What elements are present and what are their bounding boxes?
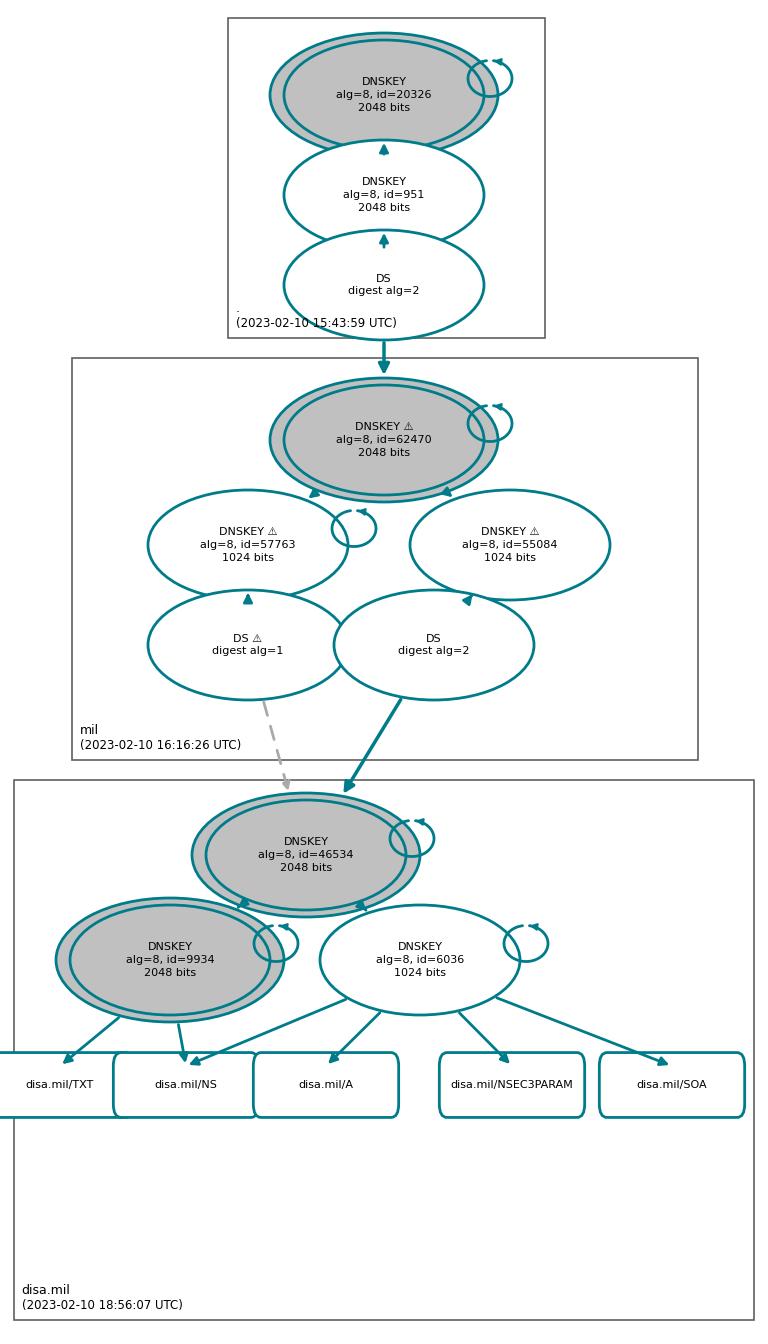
Text: (2023-02-10 15:43:59 UTC): (2023-02-10 15:43:59 UTC) bbox=[236, 316, 396, 329]
Ellipse shape bbox=[206, 800, 406, 910]
Ellipse shape bbox=[334, 590, 534, 700]
Text: disa.mil/A: disa.mil/A bbox=[299, 1081, 353, 1090]
Text: DNSKEY ⚠
alg=8, id=62470
2048 bits: DNSKEY ⚠ alg=8, id=62470 2048 bits bbox=[336, 422, 432, 458]
Ellipse shape bbox=[70, 905, 270, 1015]
Ellipse shape bbox=[148, 491, 348, 599]
Ellipse shape bbox=[284, 40, 484, 151]
Text: DNSKEY
alg=8, id=951
2048 bits: DNSKEY alg=8, id=951 2048 bits bbox=[343, 177, 425, 212]
FancyBboxPatch shape bbox=[228, 17, 545, 337]
Ellipse shape bbox=[56, 898, 284, 1021]
Text: disa.mil/SOA: disa.mil/SOA bbox=[637, 1081, 707, 1090]
Text: DS
digest alg=2: DS digest alg=2 bbox=[348, 274, 420, 297]
Ellipse shape bbox=[284, 384, 484, 495]
Text: mil: mil bbox=[80, 723, 99, 737]
FancyBboxPatch shape bbox=[72, 358, 698, 759]
Ellipse shape bbox=[410, 491, 610, 599]
Text: DNSKEY ⚠
alg=8, id=55084
1024 bits: DNSKEY ⚠ alg=8, id=55084 1024 bits bbox=[462, 527, 558, 563]
Text: disa.mil/NS: disa.mil/NS bbox=[154, 1081, 217, 1090]
Text: DNSKEY
alg=8, id=6036
1024 bits: DNSKEY alg=8, id=6036 1024 bits bbox=[376, 942, 464, 978]
Text: disa.mil: disa.mil bbox=[22, 1284, 71, 1297]
FancyBboxPatch shape bbox=[114, 1052, 259, 1117]
Text: DNSKEY
alg=8, id=9934
2048 bits: DNSKEY alg=8, id=9934 2048 bits bbox=[126, 942, 214, 978]
Text: (2023-02-10 16:16:26 UTC): (2023-02-10 16:16:26 UTC) bbox=[80, 738, 241, 751]
Text: DS
digest alg=2: DS digest alg=2 bbox=[399, 633, 470, 656]
Ellipse shape bbox=[270, 34, 498, 157]
FancyBboxPatch shape bbox=[599, 1052, 745, 1117]
FancyBboxPatch shape bbox=[439, 1052, 584, 1117]
Text: .: . bbox=[236, 301, 240, 314]
Text: DNSKEY
alg=8, id=20326
2048 bits: DNSKEY alg=8, id=20326 2048 bits bbox=[336, 77, 432, 113]
FancyBboxPatch shape bbox=[0, 1052, 133, 1117]
Ellipse shape bbox=[270, 378, 498, 503]
Ellipse shape bbox=[148, 590, 348, 700]
Text: DNSKEY ⚠
alg=8, id=57763
1024 bits: DNSKEY ⚠ alg=8, id=57763 1024 bits bbox=[200, 527, 296, 563]
Text: (2023-02-10 18:56:07 UTC): (2023-02-10 18:56:07 UTC) bbox=[22, 1298, 183, 1312]
Ellipse shape bbox=[192, 793, 420, 917]
Ellipse shape bbox=[284, 230, 484, 340]
Text: DNSKEY
alg=8, id=46534
2048 bits: DNSKEY alg=8, id=46534 2048 bits bbox=[258, 837, 354, 872]
FancyBboxPatch shape bbox=[253, 1052, 399, 1117]
FancyBboxPatch shape bbox=[14, 780, 754, 1320]
Ellipse shape bbox=[284, 140, 484, 250]
Text: disa.mil/TXT: disa.mil/TXT bbox=[26, 1081, 94, 1090]
Text: DS ⚠
digest alg=1: DS ⚠ digest alg=1 bbox=[212, 633, 283, 656]
Ellipse shape bbox=[320, 905, 520, 1015]
Text: disa.mil/NSEC3PARAM: disa.mil/NSEC3PARAM bbox=[451, 1081, 574, 1090]
